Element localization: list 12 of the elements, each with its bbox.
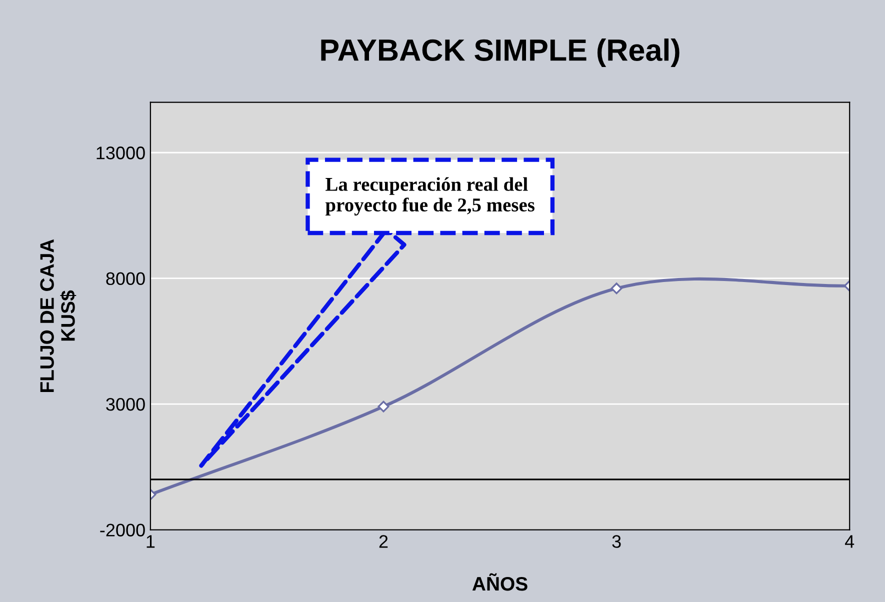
y-tick-label: 3000: [106, 398, 145, 411]
x-tick-label: 2: [379, 535, 388, 548]
y-tick-label: 8000: [106, 272, 145, 286]
x-tick-label: 3: [612, 535, 621, 548]
x-axis-title: AÑOS: [472, 573, 528, 591]
chart-title: PAYBACK SIMPLE (Real): [321, 38, 680, 68]
x-tick-label: 1: [146, 535, 155, 548]
annotation: La recuperación real del proyecto fue de 2,5 meses: [325, 177, 534, 216]
y-axis-title: FLUJO DE CAJA KUS$: [40, 239, 76, 392]
y-tick-label: 13000: [96, 146, 145, 160]
x-tick-label: 4: [844, 535, 854, 548]
y-tick-label: -2000: [100, 524, 145, 536]
